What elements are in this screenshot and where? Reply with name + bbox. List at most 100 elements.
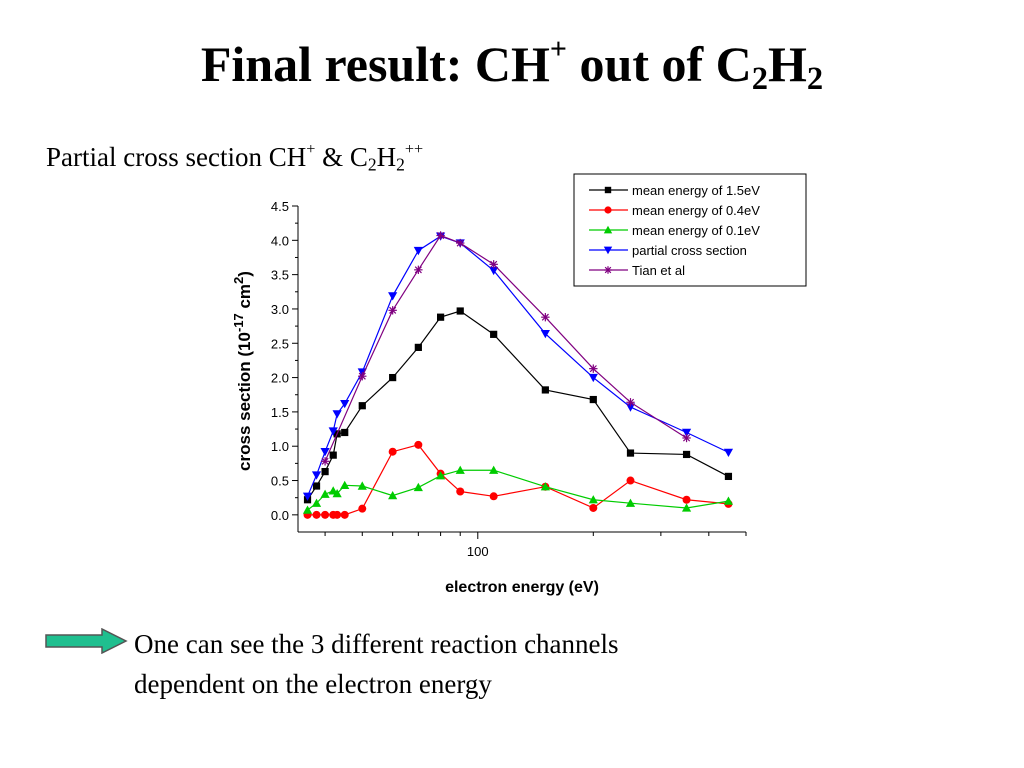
data-point — [682, 433, 691, 443]
data-point — [357, 481, 367, 490]
data-point — [682, 450, 691, 459]
data-point — [320, 457, 330, 466]
data-point — [388, 292, 398, 301]
y-tick-label: 3.0 — [271, 302, 289, 317]
data-point — [456, 307, 464, 315]
legend-label: mean energy of 1.5eV — [632, 183, 760, 198]
series-layer — [302, 231, 734, 519]
data-point — [603, 246, 613, 255]
data-point — [604, 206, 612, 214]
data-point — [436, 231, 445, 240]
series-2 — [303, 440, 733, 519]
data-point — [589, 395, 597, 404]
data-point — [456, 238, 465, 248]
data-point — [489, 266, 499, 276]
legend-label: mean energy of 0.1eV — [632, 223, 760, 238]
data-point — [358, 402, 366, 410]
data-point — [414, 265, 423, 275]
legend-item: mean energy of 0.4eV — [589, 203, 760, 218]
data-point — [333, 510, 342, 519]
data-point — [723, 496, 734, 505]
legend-label: partial cross section — [632, 243, 747, 258]
data-point — [588, 373, 598, 383]
data-point — [603, 225, 613, 234]
y-tick-label: 0.0 — [271, 508, 289, 523]
y-tick-label: 4.0 — [271, 233, 289, 248]
bullet-text: One can see the 3 different reaction cha… — [134, 624, 834, 704]
legend-label: mean energy of 0.4eV — [632, 203, 760, 218]
data-point — [456, 487, 465, 496]
chart-legend: mean energy of 1.5eV mean energy of 0.4eV… — [573, 173, 807, 287]
data-point — [681, 428, 692, 438]
data-point — [328, 427, 338, 436]
data-point — [329, 451, 337, 459]
y-axis-label: cross section (10-17 cm2) — [231, 271, 254, 471]
data-point — [358, 504, 367, 513]
data-point — [589, 364, 598, 373]
data-point — [388, 491, 398, 500]
data-point — [455, 465, 465, 474]
data-point — [388, 447, 397, 456]
data-point — [302, 492, 313, 501]
data-point — [340, 399, 350, 409]
data-point — [413, 246, 423, 256]
data-point — [489, 260, 498, 269]
series-line — [307, 469, 729, 511]
data-point — [340, 480, 350, 490]
legend-item: Tian et al — [589, 263, 685, 278]
data-point — [358, 372, 367, 381]
data-point — [489, 492, 498, 501]
x-axis-label: electron energy (eV) — [445, 579, 599, 596]
data-point — [414, 343, 422, 351]
chart-subtitle: Partial cross section CH+ & C2H2++ — [46, 139, 424, 175]
y-tick-label: 4.5 — [271, 199, 289, 214]
x-tick-label: 100 — [467, 544, 489, 559]
y-tick-label: 3.5 — [271, 268, 289, 283]
bullet-line-2: dependent on the electron energy — [134, 669, 492, 699]
data-point — [625, 403, 636, 412]
data-point — [341, 428, 349, 437]
data-point — [724, 472, 733, 481]
y-tick-label: 1.5 — [271, 405, 289, 420]
data-point — [490, 330, 498, 338]
data-point — [682, 495, 691, 504]
data-point — [489, 465, 499, 474]
y-tick-label: 2.5 — [271, 336, 289, 351]
data-point — [681, 503, 692, 512]
data-point — [321, 510, 330, 519]
data-point — [389, 373, 397, 382]
data-point — [320, 489, 330, 498]
data-point — [311, 471, 322, 480]
data-point — [588, 495, 598, 504]
legend-item: mean energy of 1.5eV — [589, 183, 760, 198]
data-point — [414, 440, 423, 449]
data-point — [332, 410, 342, 419]
data-point — [312, 510, 321, 519]
legend-label: Tian et al — [632, 263, 685, 278]
series-line — [307, 310, 729, 501]
data-point — [626, 398, 635, 407]
y-axis-ticks: 0.0 0.5 1.0 1.5 2.0 2.5 3.0 3.5 4.0 4.5 — [271, 199, 298, 523]
data-point — [436, 313, 445, 321]
data-point — [625, 498, 636, 507]
data-point — [540, 329, 550, 339]
data-point — [541, 312, 550, 322]
series-3 — [302, 465, 734, 514]
data-point — [435, 471, 446, 480]
y-tick-label: 0.5 — [271, 474, 289, 489]
data-point — [312, 482, 321, 490]
x-axis-ticks: 100 — [324, 532, 747, 559]
series-5 — [320, 231, 691, 466]
legend-item: partial cross section — [589, 243, 747, 258]
slide-title: Final result: CH+ out of C2H2 — [200, 32, 824, 98]
data-point — [723, 448, 734, 457]
data-point — [626, 449, 635, 457]
series-line — [307, 444, 729, 516]
data-point — [320, 448, 330, 457]
bullet-line-1: One can see the 3 different reaction cha… — [134, 629, 619, 659]
plot-frame — [297, 206, 746, 533]
y-tick-label: 2.0 — [271, 371, 289, 386]
arrow-bullet-icon — [45, 628, 128, 654]
data-point — [604, 186, 612, 194]
